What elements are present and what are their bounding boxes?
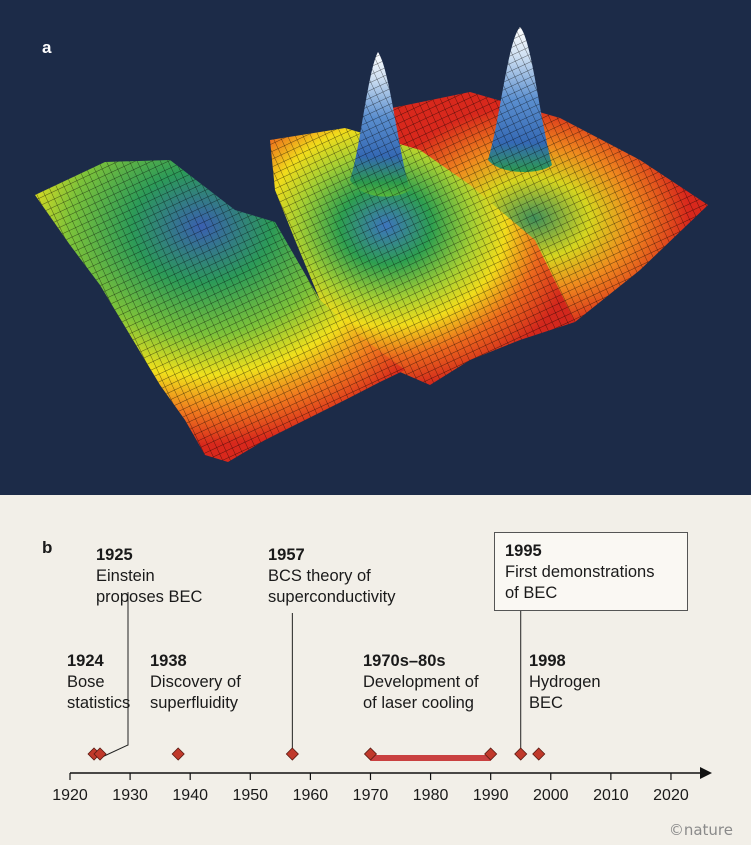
axis-tick-label: 2000 [533, 787, 569, 804]
axis-arrowhead [700, 767, 712, 779]
axis-tick-label: 1990 [473, 787, 509, 804]
surface-plot-3 [392, 27, 708, 322]
axis-tick-label: 1930 [112, 787, 148, 804]
axis-tick-label: 1960 [293, 787, 329, 804]
event-marker [93, 747, 107, 761]
event-marker [285, 747, 299, 761]
event-marker [532, 747, 546, 761]
event-description: BCS theory of superconductivity [268, 567, 396, 606]
event-year: 1970s–80s [363, 652, 446, 670]
laser-cooling-range-bar [370, 755, 491, 761]
event-description: Hydrogen BEC [529, 673, 601, 712]
event-description: First demonstrations of BEC [505, 563, 655, 602]
event-year: 1938 [150, 652, 187, 670]
event-description: Bose statistics [67, 673, 131, 712]
event-year: 1995 [505, 542, 542, 560]
event-description: Discovery of superfluidity [150, 673, 241, 712]
event-1995: 1995 First demonstrations of BEC [494, 532, 688, 611]
event-year: 1957 [268, 546, 305, 564]
event-1957: 1957 BCS theory of superconductivity [268, 545, 395, 608]
surface-plot-1 [35, 160, 405, 462]
event-marker [514, 747, 528, 761]
event-year: 1924 [67, 652, 104, 670]
event-markers [87, 747, 546, 761]
axis-tick-label: 1920 [52, 787, 88, 804]
panel-a-surface-plots: a [0, 0, 751, 495]
axis-tick-label: 1970 [353, 787, 389, 804]
surface-plot-figure [35, 27, 708, 462]
axis-tick-label: 1940 [172, 787, 208, 804]
event-1938: 1938 Discovery of superfluidity [150, 651, 241, 714]
event-year: 1998 [529, 652, 566, 670]
timeline-axis-figure: 1920 1930 1940 1950 1960 1970 1980 1990 2000 2010… [52, 592, 712, 804]
event-marker [363, 747, 378, 761]
panel-a-label: a [42, 38, 52, 57]
event-1970s-80s: 1970s–80s Development of of laser coolin… [363, 651, 479, 714]
event-marker [171, 747, 185, 761]
panel-b-timeline: b 1920 1930 1940 1950 1960 1970 1980 1990 2000 20… [0, 495, 751, 845]
axis-ticks: 1920 1930 1940 1950 1960 1970 1980 1990 2000 2010… [52, 773, 689, 804]
axis-tick-label: 1950 [232, 787, 268, 804]
event-1925: 1925 Einstein proposes BEC [96, 545, 202, 608]
leader-lines [101, 592, 522, 759]
event-description: Einstein proposes BEC [96, 567, 203, 606]
axis-tick-label: 1980 [413, 787, 449, 804]
axis-tick-label: 2020 [653, 787, 689, 804]
axis-tick-label: 2010 [593, 787, 629, 804]
event-1924: 1924 Bose statistics [67, 651, 130, 714]
panel-b-label: b [42, 538, 53, 557]
leader-line [101, 592, 129, 758]
nature-credit: ©nature [668, 821, 733, 839]
surface-plot-2 [270, 52, 575, 385]
event-description: Development of of laser cooling [363, 673, 479, 712]
event-1998: 1998 Hydrogen BEC [529, 651, 601, 714]
event-year: 1925 [96, 546, 133, 564]
event-marker [484, 747, 498, 761]
